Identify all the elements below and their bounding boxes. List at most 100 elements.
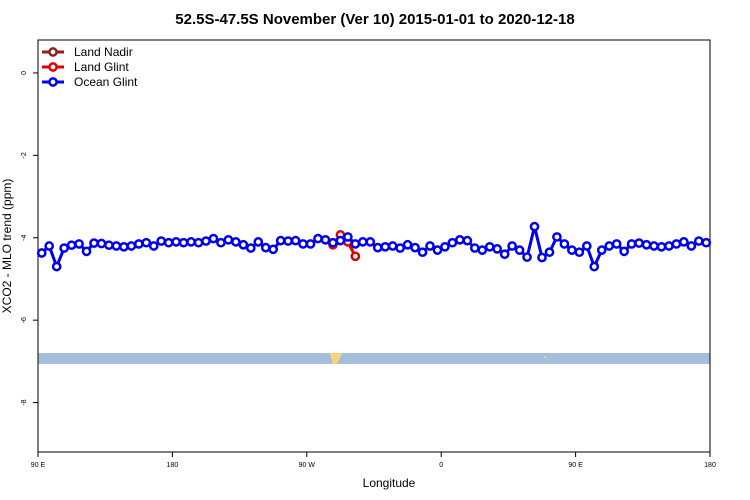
plot-area — [36, 221, 712, 272]
data-point — [171, 237, 181, 247]
data-point — [268, 244, 279, 255]
data-point — [432, 245, 443, 255]
data-point — [522, 252, 532, 262]
data-point — [231, 237, 241, 247]
map-strip — [38, 353, 710, 364]
data-point — [693, 236, 704, 246]
data-point — [335, 235, 346, 246]
data-point — [567, 245, 577, 255]
data-point — [671, 239, 682, 249]
data-point — [208, 233, 219, 244]
data-point — [328, 237, 338, 248]
data-point — [156, 236, 167, 246]
data-point — [59, 243, 69, 253]
data-point — [350, 239, 361, 249]
data-point — [507, 241, 517, 251]
data-point — [462, 235, 473, 246]
data-point — [260, 242, 271, 253]
y-tick-label: 0 — [21, 71, 28, 75]
data-point — [552, 232, 562, 242]
legend-marker — [48, 62, 58, 72]
data-point — [514, 245, 525, 255]
legend-label: Land Nadir — [74, 45, 133, 59]
data-point — [395, 243, 405, 253]
data-point — [686, 241, 697, 251]
x-tick-label: 90 E — [31, 462, 46, 469]
data-point — [96, 238, 107, 249]
data-point — [313, 233, 323, 244]
data-point — [133, 239, 144, 249]
data-point — [357, 237, 368, 247]
x-tick-label: 90 E — [568, 462, 583, 469]
data-point — [343, 232, 353, 242]
data-point — [440, 241, 450, 252]
data-point — [111, 241, 122, 251]
data-point — [350, 251, 361, 262]
data-point — [320, 234, 331, 245]
data-point — [641, 239, 652, 250]
data-point — [574, 247, 585, 258]
data-point — [634, 238, 644, 248]
data-point — [649, 241, 659, 251]
data-point — [201, 236, 211, 246]
data-point — [372, 242, 383, 253]
data-point — [492, 244, 503, 254]
data-point — [245, 243, 256, 253]
data-point — [89, 238, 99, 248]
data-point — [253, 237, 264, 247]
data-point — [290, 235, 301, 246]
data-point — [611, 239, 622, 249]
data-point — [223, 234, 234, 245]
data-point — [44, 241, 55, 251]
y-tick-label: -4 — [21, 235, 28, 241]
data-point — [537, 252, 547, 263]
data-point — [596, 245, 607, 255]
data-point — [604, 241, 615, 251]
data-point — [74, 239, 84, 249]
data-point — [238, 239, 249, 250]
data-point — [163, 237, 174, 248]
data-point — [679, 237, 689, 247]
data-point — [387, 241, 398, 251]
y-tick-label: -6 — [21, 317, 28, 323]
legend-marker — [48, 47, 58, 57]
ocean-band — [38, 353, 710, 364]
data-point — [104, 240, 114, 251]
data-point — [365, 237, 376, 247]
data-point — [216, 237, 226, 248]
legend-label: Ocean Glint — [74, 75, 138, 89]
data-point — [581, 241, 592, 251]
data-point — [275, 235, 286, 246]
data-point — [119, 241, 129, 252]
data-point — [193, 237, 204, 248]
y-tick-label: -8 — [21, 399, 28, 405]
data-point — [417, 247, 428, 258]
data-point — [283, 236, 293, 246]
data-point — [499, 249, 510, 260]
data-point — [656, 241, 667, 252]
data-point — [559, 239, 570, 249]
data-point — [529, 221, 540, 232]
data-point — [178, 237, 189, 248]
data-point — [186, 237, 196, 247]
data-point — [410, 242, 420, 253]
data-point — [298, 239, 308, 249]
data-point — [425, 241, 435, 251]
data-point — [544, 247, 555, 258]
data-point — [469, 243, 480, 253]
data-point — [141, 237, 152, 248]
land-patch — [330, 353, 342, 364]
data-point — [447, 237, 458, 248]
data-point — [305, 239, 316, 249]
data-point — [455, 234, 465, 245]
y-axis-label: XCO2 - MLO trend (ppm) — [0, 179, 14, 314]
x-tick-label: 180 — [167, 462, 179, 469]
chart-title: 52.5S-47.5S November (Ver 10) 2015-01-01… — [175, 11, 574, 28]
data-point — [664, 241, 674, 251]
plot-frame — [37, 39, 711, 453]
data-point — [626, 239, 637, 249]
data-point — [477, 245, 488, 255]
data-point — [66, 240, 77, 251]
